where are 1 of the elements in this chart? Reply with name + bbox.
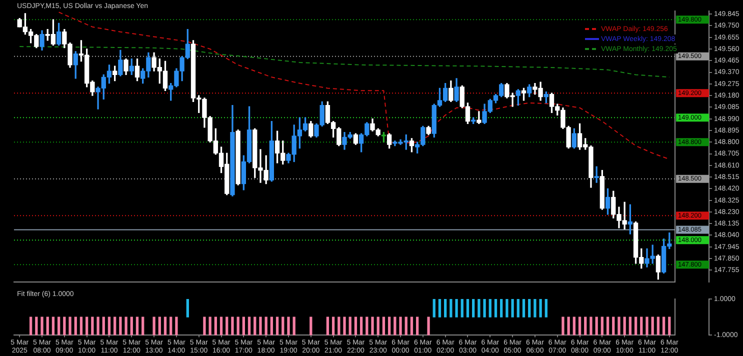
candlestick [594,166,599,183]
